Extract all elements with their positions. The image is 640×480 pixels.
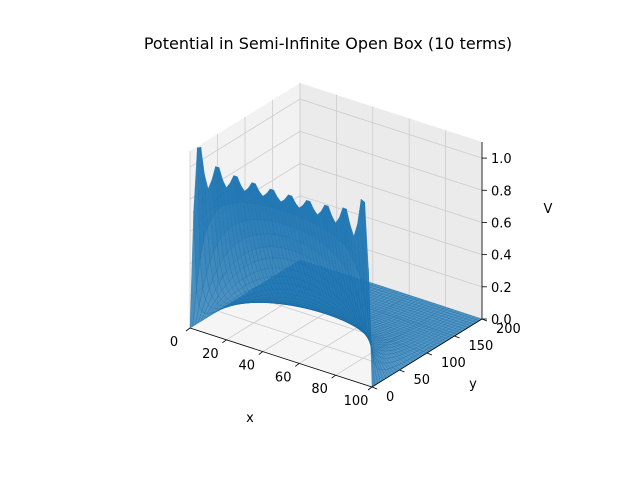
z-tick-label: 0.8 (491, 184, 512, 199)
y-tick-label: 100 (441, 356, 466, 371)
x-tick-label: 40 (239, 359, 256, 374)
x-tick (294, 363, 300, 367)
y-tick (371, 386, 378, 390)
x-axis-label: x (246, 411, 254, 426)
z-tick-label: 0.0 (491, 313, 512, 328)
x-tick (222, 339, 227, 344)
x-tick-label: 80 (311, 382, 328, 397)
y-axis-label: y (469, 377, 477, 392)
x-tick (331, 374, 336, 379)
z-axis-label: V (544, 202, 553, 217)
x-tick-label: 60 (275, 370, 292, 385)
z-tick-label: 0.4 (491, 249, 512, 264)
x-tick-label: 0 (170, 335, 178, 350)
y-tick (399, 369, 405, 373)
x-tick (367, 386, 373, 391)
y-tick (426, 352, 433, 356)
x-tick (258, 351, 264, 355)
y-tick (454, 335, 460, 339)
z-tick-label: 0.6 (491, 216, 512, 231)
y-tick-label: 50 (414, 373, 431, 388)
x-tick (185, 327, 191, 332)
x-tick-label: 20 (202, 347, 219, 362)
chart-title: Potential in Semi-Infinite Open Box (10 … (144, 34, 512, 53)
grid-line-z (189, 130, 483, 200)
y-tick-label: 200 (496, 322, 521, 337)
z-tick-label: 0.2 (491, 281, 512, 296)
x-axis-line (189, 327, 373, 388)
surface-plot (189, 147, 483, 388)
y-tick-label: 150 (469, 339, 494, 354)
z-tick-label: 1.0 (491, 152, 512, 167)
x-tick-label: 100 (344, 394, 369, 409)
grid-line-z (189, 98, 483, 168)
y-tick-label: 0 (386, 390, 394, 405)
